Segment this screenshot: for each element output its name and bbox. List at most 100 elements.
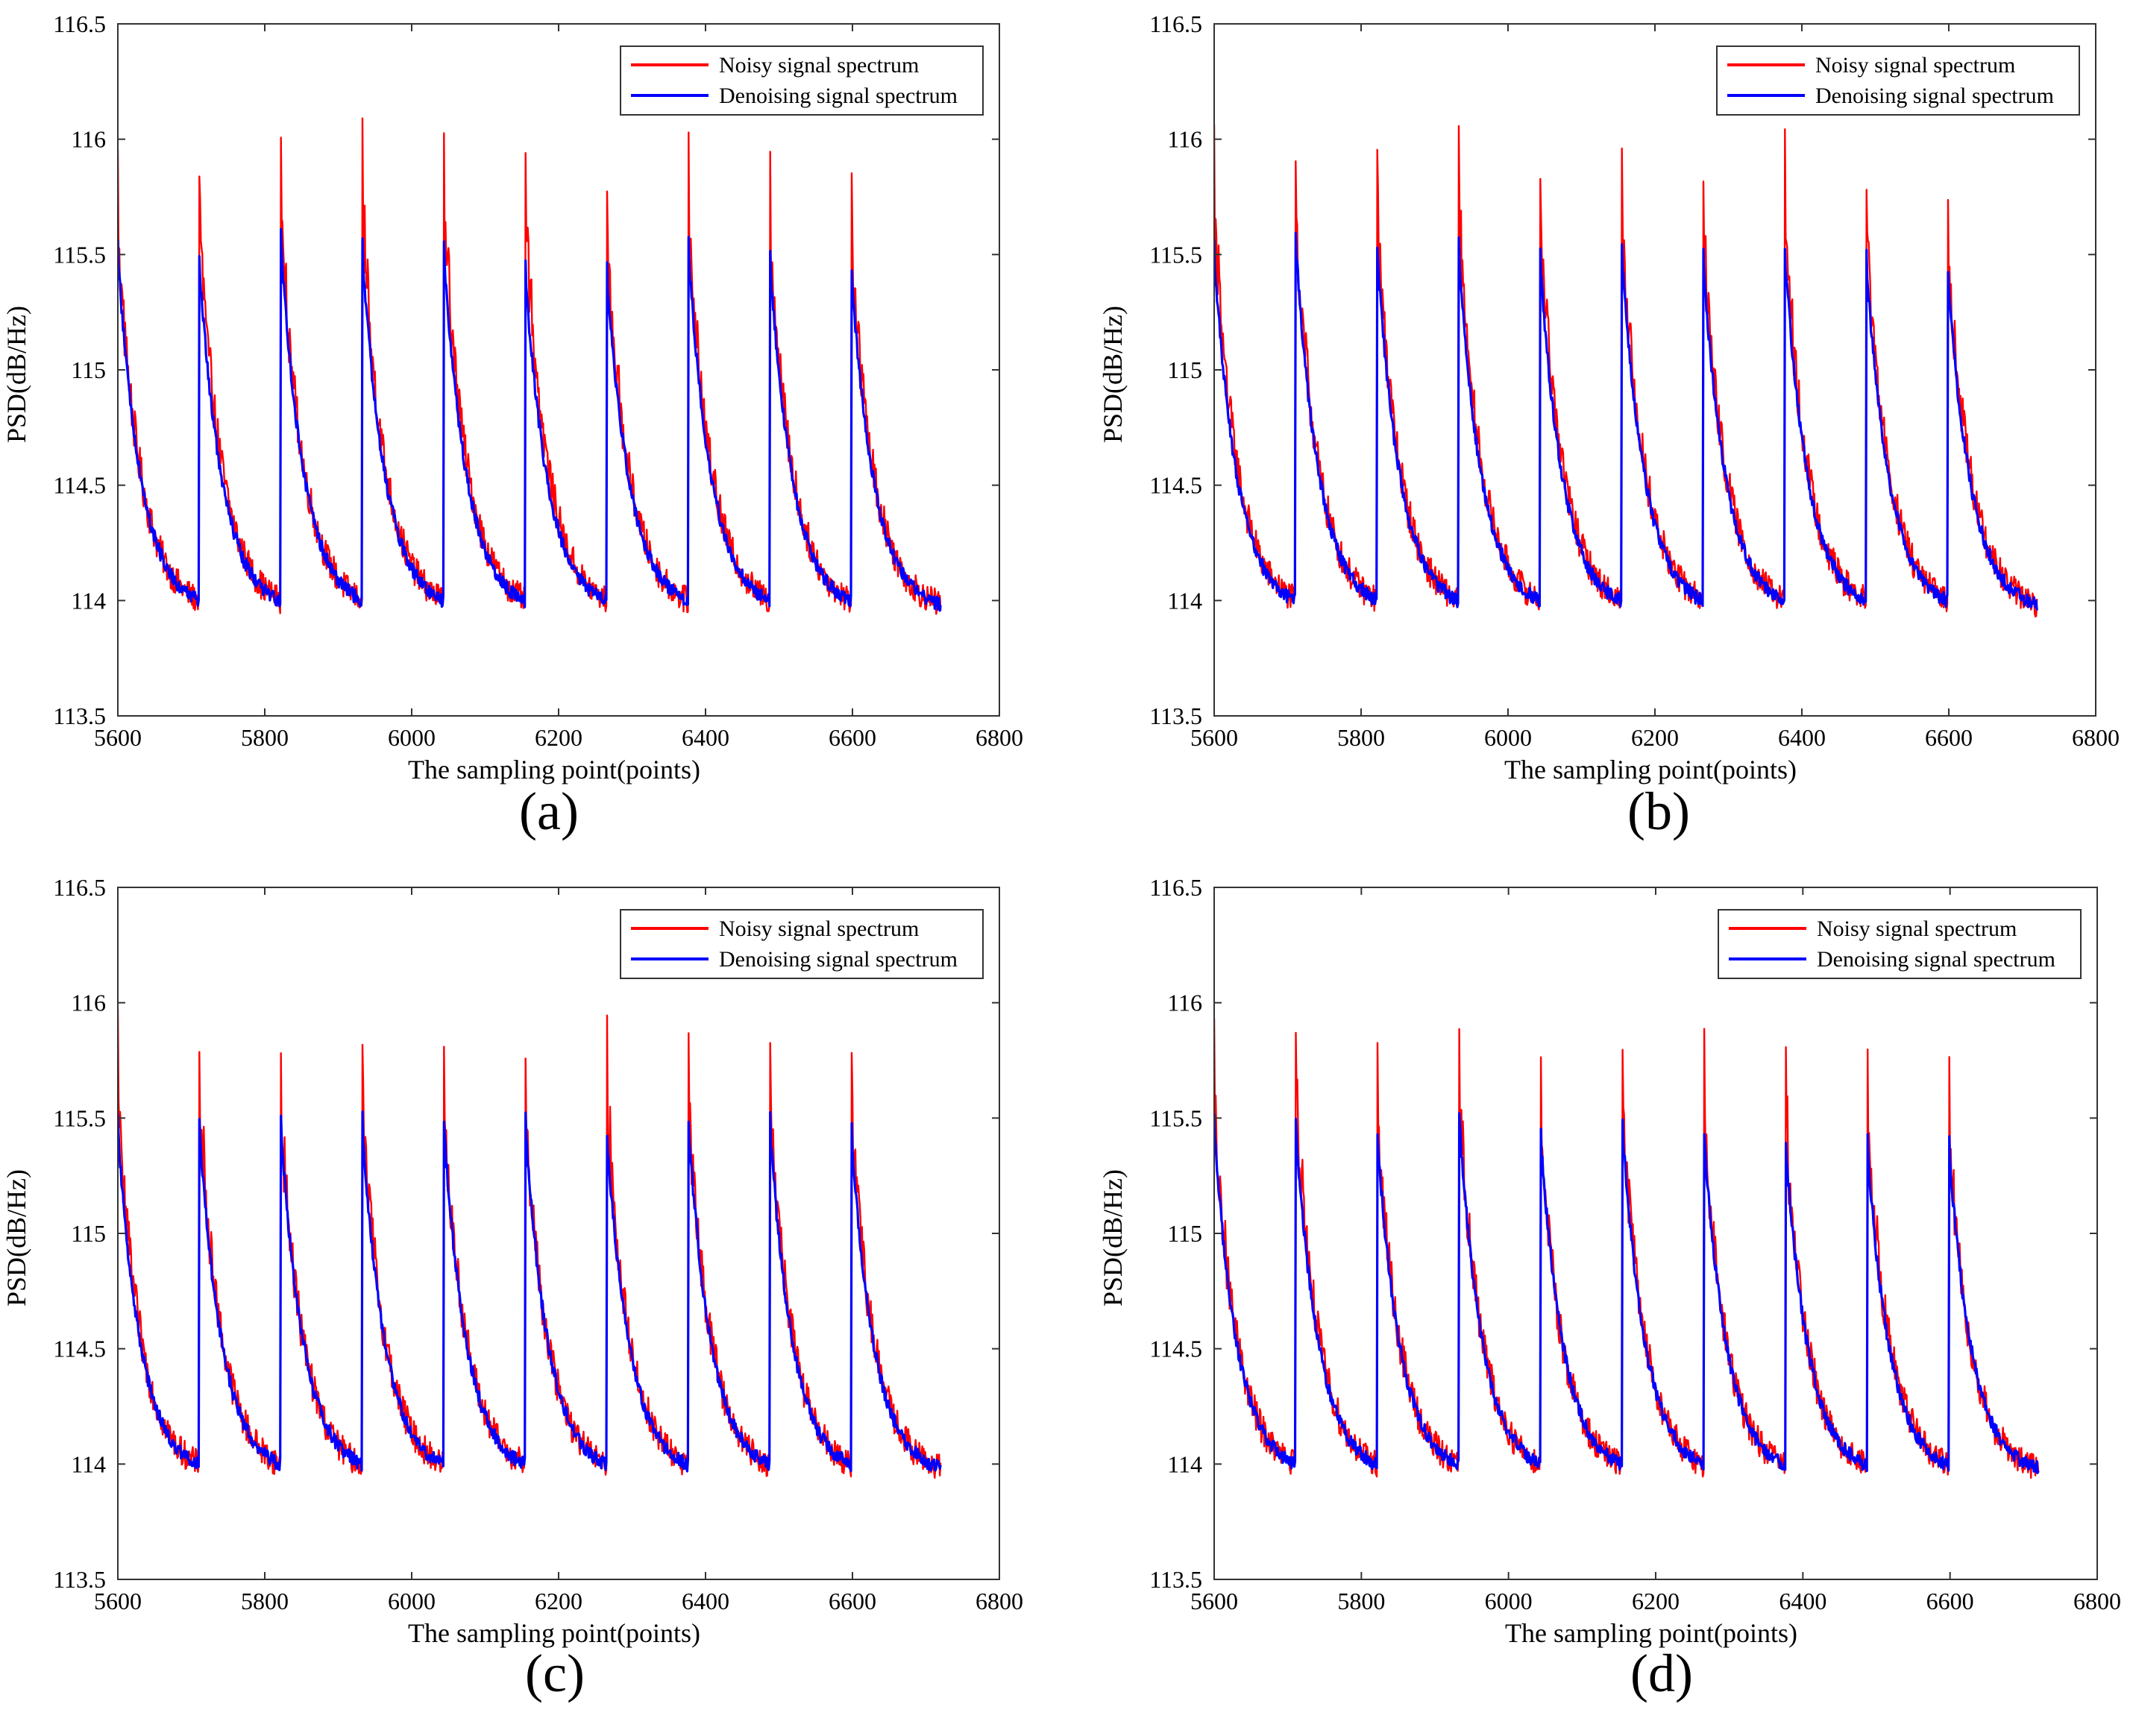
x-tick-label: 6800 — [976, 1588, 1023, 1614]
x-tick-label: 6000 — [388, 1588, 436, 1614]
y-tick-label: 115.5 — [1149, 1104, 1202, 1131]
chart-panel: 5600 5800 6000 6200 6400 6600 6800 113.5 114 114.… — [1098, 10, 2120, 841]
y-tick-label: 114.5 — [53, 1336, 106, 1362]
x-tick-label: 6600 — [1925, 724, 1973, 751]
axes-box — [1213, 23, 2096, 717]
y-tick-label: 116.5 — [53, 874, 106, 901]
series-line — [118, 1008, 942, 1479]
y-tick-label: 115.5 — [53, 1104, 106, 1131]
panel-label: (c) — [525, 1644, 585, 1703]
chart-panel: 5600 5800 6000 6200 6400 6600 6800 113.5 114 114.… — [1, 874, 1023, 1703]
y-tick-label: 116.5 — [53, 10, 106, 37]
x-tick-label: 6200 — [1632, 1588, 1680, 1614]
y-tick-label: 114.5 — [53, 472, 106, 499]
y-tick-label: 115 — [1167, 356, 1202, 383]
series-line — [1214, 1112, 2040, 1474]
y-tick-label: 113.5 — [53, 702, 106, 729]
x-tick-label: 6800 — [2072, 724, 2120, 751]
x-tick-label: 6000 — [1484, 724, 1532, 751]
y-tick-label: 115 — [71, 356, 106, 383]
x-tick-label: 6400 — [1779, 1588, 1826, 1614]
y-tick-label: 114 — [71, 1450, 106, 1477]
axes-box — [117, 23, 1000, 717]
legend-label: Noisy signal spectrum — [719, 916, 919, 941]
y-tick-label: 116.5 — [1149, 10, 1202, 37]
x-axis-title: The sampling point(points) — [408, 1618, 700, 1648]
legend-label: Denoising signal spectrum — [719, 84, 958, 108]
y-tick-label: 116 — [1167, 126, 1202, 153]
series-line — [1214, 1018, 2040, 1479]
legend-label: Denoising signal spectrum — [719, 947, 958, 972]
legend: Noisy signal spectrum Denoising signal sp… — [620, 45, 984, 116]
x-tick-label: 6000 — [388, 724, 436, 751]
y-tick-label: 114 — [1167, 1450, 1202, 1477]
legend-label: Denoising signal spectrum — [1815, 84, 2054, 108]
x-tick-label: 6200 — [1631, 724, 1679, 751]
legend-label: Denoising signal spectrum — [1817, 947, 2055, 972]
y-axis-title: PSD(dB/Hz) — [1, 306, 31, 443]
x-tick-label: 5800 — [241, 1588, 289, 1614]
y-tick-label: 116 — [71, 990, 106, 1016]
series-line — [118, 1110, 942, 1473]
panel-label: (b) — [1627, 781, 1690, 841]
y-axis-title: PSD(dB/Hz) — [1098, 306, 1128, 443]
y-tick-label: 116 — [71, 126, 106, 153]
panel-label: (a) — [519, 781, 579, 841]
y-tick-label: 115.5 — [1149, 241, 1202, 268]
x-tick-label: 6400 — [682, 1588, 729, 1614]
x-tick-label: 6800 — [976, 724, 1023, 751]
axes-box — [117, 887, 1000, 1580]
legend-label: Noisy signal spectrum — [719, 53, 919, 78]
y-tick-label: 115.5 — [53, 241, 106, 268]
y-tick-label: 115 — [71, 1220, 106, 1247]
x-tick-label: 5800 — [1337, 1588, 1385, 1614]
x-tick-label: 6600 — [1926, 1588, 1974, 1614]
legend-box — [1718, 909, 2082, 979]
y-tick-label: 113.5 — [1149, 1566, 1202, 1593]
series-line — [118, 227, 942, 612]
legend-label: Noisy signal spectrum — [1815, 53, 2015, 78]
x-axis-title: The sampling point(points) — [1504, 755, 1797, 784]
legend: Noisy signal spectrum Denoising signal sp… — [620, 909, 984, 979]
axes-box — [1213, 887, 2098, 1580]
x-tick-label: 5600 — [1190, 1588, 1238, 1614]
x-tick-label: 6400 — [682, 724, 729, 751]
x-tick-label: 5800 — [241, 724, 289, 751]
chart-panel: 5600 5800 6000 6200 6400 6600 6800 113.5 114 114.… — [1098, 874, 2121, 1703]
x-tick-label: 6400 — [1778, 724, 1826, 751]
series-line — [1214, 231, 2038, 611]
x-tick-label: 6600 — [829, 1588, 876, 1614]
y-tick-label: 114 — [1167, 587, 1202, 614]
x-tick-label: 6800 — [2073, 1588, 2121, 1614]
x-tick-label: 6200 — [535, 1588, 582, 1614]
series-line — [118, 117, 942, 615]
chart-panel: 5600 5800 6000 6200 6400 6600 6800 113.5 114 114.… — [1, 10, 1023, 841]
x-tick-label: 6000 — [1485, 1588, 1533, 1614]
x-axis-title: The sampling point(points) — [408, 755, 700, 784]
legend: Noisy signal spectrum Denoising signal sp… — [1716, 45, 2080, 116]
x-tick-label: 6200 — [535, 724, 582, 751]
y-axis-title: PSD(dB/Hz) — [1, 1169, 31, 1306]
legend-box — [620, 909, 984, 979]
y-axis-title: PSD(dB/Hz) — [1098, 1169, 1128, 1306]
y-tick-label: 114 — [71, 587, 106, 614]
legend: Noisy signal spectrum Denoising signal sp… — [1718, 909, 2082, 979]
y-tick-label: 114.5 — [1149, 1336, 1202, 1362]
x-tick-label: 5600 — [94, 724, 142, 751]
panel-label: (d) — [1630, 1644, 1693, 1703]
y-tick-label: 115 — [1167, 1220, 1202, 1247]
x-tick-label: 5600 — [1190, 724, 1238, 751]
legend-label: Noisy signal spectrum — [1817, 916, 2017, 941]
y-tick-label: 113.5 — [1149, 702, 1202, 729]
y-tick-label: 116.5 — [1149, 874, 1202, 901]
y-tick-label: 113.5 — [53, 1566, 106, 1593]
y-tick-label: 116 — [1167, 990, 1202, 1016]
legend-box — [1716, 45, 2080, 116]
x-axis-title: The sampling point(points) — [1505, 1618, 1797, 1648]
x-tick-label: 5600 — [94, 1588, 142, 1614]
x-tick-label: 6600 — [829, 724, 876, 751]
legend-box — [620, 45, 984, 116]
y-tick-label: 114.5 — [1149, 472, 1202, 499]
x-tick-label: 5800 — [1337, 724, 1385, 751]
